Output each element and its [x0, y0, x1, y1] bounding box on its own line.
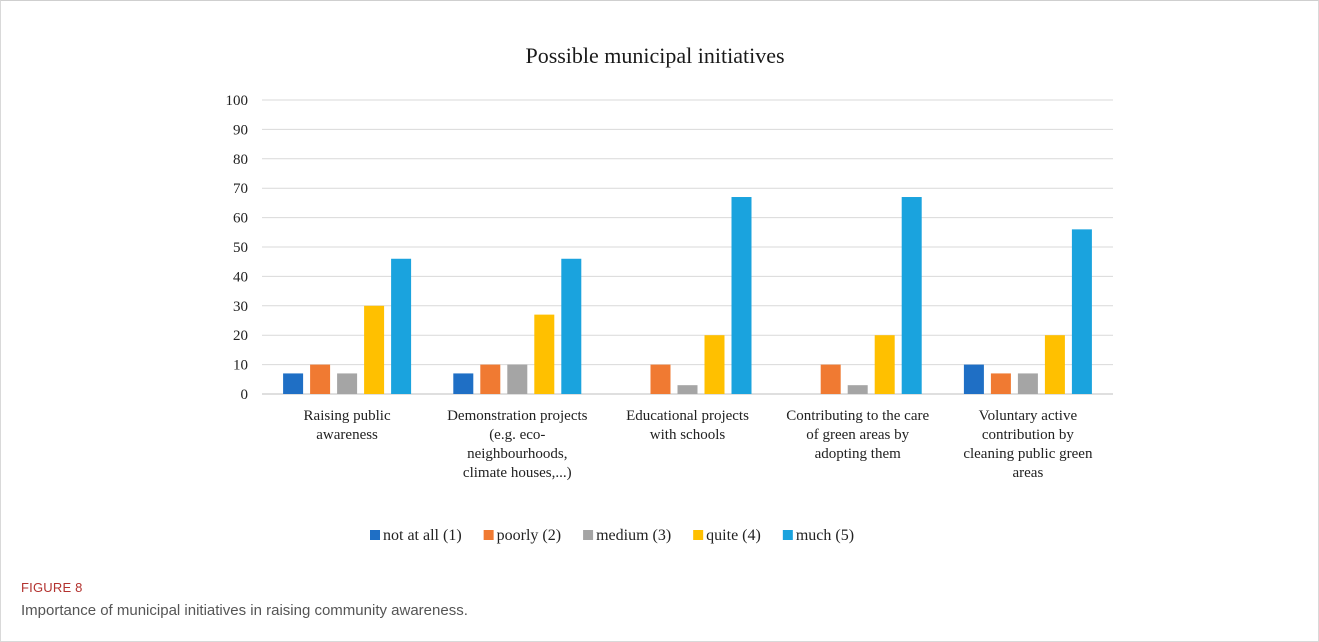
legend-swatch [483, 530, 494, 540]
legend-label: not at all (1) [383, 527, 462, 544]
legend-swatch [782, 530, 793, 540]
category-labels: Raising public awareness Demonstration pro… [304, 408, 1093, 481]
bar [847, 385, 868, 394]
legend-label: quite (4) [706, 527, 761, 544]
y-tick-label: 60 [233, 211, 248, 227]
x-category-label: Raising public awareness [304, 408, 391, 443]
y-tick-label: 20 [233, 328, 248, 344]
bar [990, 373, 1011, 394]
bar [820, 364, 841, 394]
y-tick-label: 90 [233, 122, 248, 138]
bar [364, 305, 385, 394]
bar [283, 373, 304, 394]
bar [1071, 229, 1092, 394]
bar [391, 258, 412, 394]
legend: not at all (1) poorly (2) medium (3) quite … [370, 527, 854, 544]
chart-title: Possible municipal initiatives [525, 43, 784, 68]
bar [650, 364, 671, 394]
legend-swatch [583, 530, 594, 540]
figure-caption: Importance of municipal initiatives in r… [21, 602, 468, 619]
x-category-label: Voluntary active contribution by cleaning … [963, 408, 1093, 481]
y-tick-label: 50 [233, 240, 248, 256]
y-tick-label: 30 [233, 299, 248, 315]
x-category-label: Demonstration projects (e.g. eco-neighbou… [447, 408, 588, 481]
y-tick-label: 40 [233, 269, 248, 285]
legend-label: medium (3) [596, 527, 671, 544]
y-tick-label: 70 [233, 181, 248, 197]
bar [337, 373, 358, 394]
y-tick-label: 80 [233, 152, 248, 168]
bar [901, 197, 922, 394]
y-tick-label: 10 [233, 358, 248, 374]
legend-swatch [370, 530, 380, 540]
legend-label: poorly (2) [497, 527, 561, 544]
bar [534, 314, 555, 394]
y-axis-ticks: 0 10 20 30 40 50 60 70 80 90 100 [226, 93, 249, 403]
bar [1044, 335, 1065, 394]
bar [507, 364, 528, 394]
bar [731, 197, 752, 394]
y-tick-label: 0 [241, 387, 249, 403]
bar [453, 373, 474, 394]
bar-chart: Possible municipal initiatives 0 10 20 30 40… [226, 43, 1113, 544]
bar [310, 364, 331, 394]
bar [963, 364, 984, 394]
y-tick-label: 100 [226, 93, 249, 109]
legend-label: much (5) [796, 527, 854, 544]
bars [283, 197, 1092, 394]
figure-label: FIGURE 8 [21, 580, 83, 595]
bar [561, 258, 582, 394]
bar [874, 335, 895, 394]
x-category-label: Contributing to the care of green areas b… [786, 408, 929, 462]
gridlines [262, 99, 1113, 395]
bar [704, 335, 725, 394]
bar [1017, 373, 1038, 394]
bar [480, 364, 501, 394]
bar [677, 385, 698, 394]
legend-swatch [693, 530, 704, 540]
x-category-label: Educational projects with schools [626, 408, 749, 443]
